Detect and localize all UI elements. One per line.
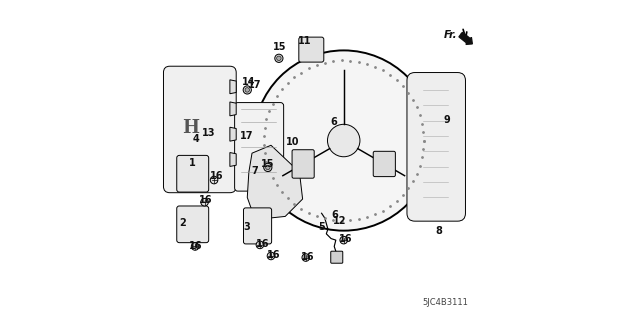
Text: 16: 16 bbox=[209, 171, 223, 181]
FancyBboxPatch shape bbox=[163, 66, 236, 193]
FancyBboxPatch shape bbox=[235, 103, 284, 191]
Circle shape bbox=[264, 163, 272, 172]
Text: 13: 13 bbox=[202, 128, 216, 137]
Text: 16: 16 bbox=[256, 239, 269, 249]
Text: 17: 17 bbox=[240, 131, 253, 141]
FancyBboxPatch shape bbox=[292, 150, 314, 178]
Circle shape bbox=[340, 236, 348, 244]
Text: 16: 16 bbox=[200, 195, 213, 205]
Circle shape bbox=[191, 243, 199, 250]
FancyBboxPatch shape bbox=[177, 206, 209, 243]
Text: 12: 12 bbox=[333, 216, 346, 226]
FancyBboxPatch shape bbox=[243, 208, 271, 244]
Text: 16: 16 bbox=[301, 252, 315, 262]
Circle shape bbox=[302, 254, 310, 261]
Text: 5JC4B3111: 5JC4B3111 bbox=[423, 298, 468, 307]
Circle shape bbox=[266, 165, 270, 170]
Text: 16: 16 bbox=[189, 241, 203, 250]
Text: 6: 6 bbox=[330, 116, 337, 127]
Circle shape bbox=[276, 56, 281, 61]
Text: 3: 3 bbox=[243, 222, 250, 233]
Text: 10: 10 bbox=[286, 137, 300, 147]
Text: 17: 17 bbox=[248, 80, 262, 90]
FancyBboxPatch shape bbox=[299, 37, 324, 62]
FancyArrow shape bbox=[459, 32, 472, 44]
Text: 15: 15 bbox=[261, 159, 275, 169]
FancyBboxPatch shape bbox=[331, 251, 343, 263]
Text: 9: 9 bbox=[444, 115, 451, 125]
Circle shape bbox=[328, 124, 360, 157]
Polygon shape bbox=[247, 145, 303, 219]
Text: 11: 11 bbox=[298, 36, 312, 46]
Text: 4: 4 bbox=[193, 134, 200, 144]
Circle shape bbox=[211, 176, 218, 184]
Polygon shape bbox=[230, 80, 236, 94]
Circle shape bbox=[275, 54, 283, 63]
Text: 8: 8 bbox=[435, 226, 442, 236]
Circle shape bbox=[253, 50, 434, 231]
Text: 2: 2 bbox=[179, 218, 186, 228]
Circle shape bbox=[243, 86, 252, 94]
Text: 16: 16 bbox=[266, 250, 280, 260]
Text: 7: 7 bbox=[252, 166, 259, 175]
Text: 5: 5 bbox=[318, 222, 325, 233]
Polygon shape bbox=[230, 152, 236, 167]
FancyBboxPatch shape bbox=[177, 155, 209, 192]
Text: H: H bbox=[182, 119, 199, 137]
Circle shape bbox=[256, 241, 264, 249]
Text: 14: 14 bbox=[242, 77, 255, 87]
Text: 6: 6 bbox=[332, 210, 339, 220]
Text: 16: 16 bbox=[339, 234, 353, 244]
Polygon shape bbox=[230, 102, 236, 116]
Text: Fr.: Fr. bbox=[444, 30, 458, 40]
Circle shape bbox=[201, 198, 209, 206]
Polygon shape bbox=[230, 127, 236, 141]
FancyBboxPatch shape bbox=[373, 151, 396, 177]
Text: 1: 1 bbox=[189, 158, 195, 168]
Text: 15: 15 bbox=[273, 42, 286, 52]
FancyBboxPatch shape bbox=[407, 72, 465, 221]
Circle shape bbox=[267, 252, 275, 260]
Circle shape bbox=[245, 88, 250, 92]
